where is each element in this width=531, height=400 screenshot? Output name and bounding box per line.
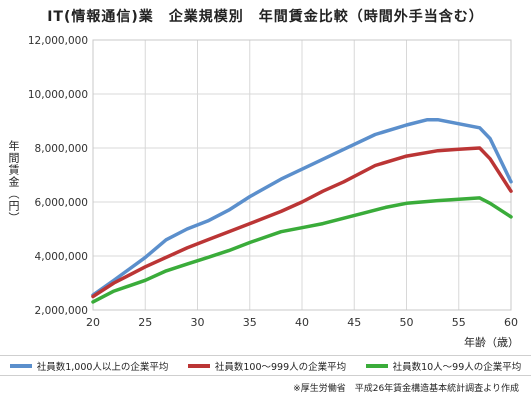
- x-tick-labels: 20 25 30 35 40 45 50 55 60: [86, 316, 518, 329]
- series-line-2: [91, 196, 513, 304]
- x-tick-label: 35: [243, 316, 257, 329]
- x-tick-label: 25: [138, 316, 152, 329]
- legend-swatch-small: [365, 363, 388, 368]
- y-axis-label: 年間賃金（円）: [7, 140, 20, 224]
- source-note: ※厚生労働省 平成26年賃金構造基本統計調査より作成: [293, 384, 519, 394]
- y-tick-label: 4,000,000: [35, 251, 88, 263]
- plot-frame: [92, 39, 512, 311]
- y-tick-labels: 2,000,000 4,000,000 6,000,000 8,000,000 10,0…: [28, 35, 88, 317]
- x-tick-label: 20: [86, 316, 100, 329]
- x-tick-label: 50: [400, 316, 414, 329]
- x-tick-label: 55: [452, 316, 466, 329]
- legend-label-small: 社員数10人〜99人の企業平均: [392, 361, 522, 373]
- legend-item-large: 社員数1,000人以上の企業平均: [9, 359, 169, 373]
- y-tick-label: 10,000,000: [28, 89, 88, 101]
- x-tick-label: 30: [191, 316, 205, 329]
- series-line-1: [91, 146, 513, 299]
- legend-swatch-large: [9, 363, 32, 368]
- x-tick-label: 45: [347, 316, 361, 329]
- y-tick-label: 8,000,000: [35, 143, 88, 155]
- legend-item-small: 社員数10人〜99人の企業平均: [365, 359, 522, 373]
- legend-item-medium: 社員数100〜999人の企業平均: [187, 359, 347, 373]
- legend-label-large: 社員数1,000人以上の企業平均: [36, 361, 169, 373]
- x-tick-label: 60: [504, 316, 518, 329]
- chart-title: IT(情報通信)業 企業規模別 年間賃金比較（時間外手当含む）: [47, 9, 484, 25]
- x-tick-label: 40: [295, 316, 309, 329]
- y-tick-label: 6,000,000: [35, 197, 88, 209]
- y-tick-label: 2,000,000: [35, 305, 88, 317]
- grid-lines: [92, 39, 512, 311]
- y-tick-label: 12,000,000: [28, 35, 88, 47]
- legend-swatch-medium: [187, 363, 210, 368]
- series-line-0: [91, 117, 513, 297]
- series-lines: [91, 117, 513, 304]
- legend-label-medium: 社員数100〜999人の企業平均: [214, 361, 347, 373]
- legend: 社員数1,000人以上の企業平均 社員数100〜999人の企業平均 社員数10人…: [0, 355, 531, 376]
- x-axis-label: 年齢（歳）: [464, 336, 519, 349]
